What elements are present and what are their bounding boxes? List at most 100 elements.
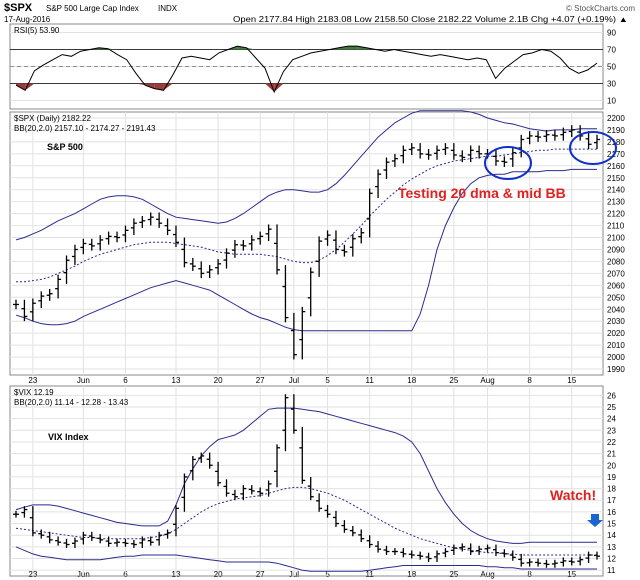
vix-price-bar [551, 559, 558, 568]
vix-legend-price: $VIX 12.19 [14, 388, 54, 397]
spx-price-bar [349, 233, 356, 257]
vix-price-bar [215, 461, 222, 487]
spx-price-bar [459, 150, 466, 163]
spx-price-bar [341, 244, 348, 257]
spx-bb-middle [16, 148, 597, 283]
vix-price-bar [105, 536, 112, 547]
vix-bb-upper [15, 407, 597, 544]
vix-price-bar [223, 479, 230, 497]
spx-price-bar [181, 237, 188, 268]
vix-tick-label: 19 [607, 473, 616, 482]
vix-price-bar [560, 557, 567, 567]
rsi-fills [16, 46, 376, 92]
vix-panel-label: VIX Index [48, 432, 89, 442]
vix-tick-label: 24 [607, 415, 616, 424]
vix-price-bar [358, 529, 365, 543]
spx-price-bar [560, 127, 567, 141]
x-tick-label: Jul [289, 376, 299, 385]
x-tick-label: 11 [365, 376, 374, 385]
spx-tick-label: 2160 [607, 162, 625, 171]
spx-price-bar [408, 143, 415, 155]
vix-price-bar [450, 544, 457, 555]
spx-price-bar [324, 230, 331, 246]
vix-tick-label: 17 [607, 496, 616, 505]
spx-legend-bb: BB(20,2.0) 2157.10 - 2174.27 - 2191.43 [14, 124, 156, 133]
vix-price-bar [509, 550, 516, 561]
spx-tick-label: 2080 [607, 257, 625, 266]
vix-price-bar [467, 543, 474, 555]
spx-price-bar [80, 238, 87, 255]
rsi-tick-label: 70 [607, 46, 616, 55]
spx-bollinger-bands [15, 110, 597, 332]
vix-price-bar [164, 529, 171, 539]
spx-price-bar [156, 212, 163, 228]
spx-price-bar [568, 125, 575, 138]
spx-price-bar [526, 131, 533, 145]
spx-tick-label: 2170 [607, 150, 625, 159]
vix-price-bar [63, 538, 70, 548]
chart-symbol: $SPX [4, 2, 33, 14]
vix-price-bar [13, 510, 19, 518]
vix-price-bars [13, 394, 600, 568]
vix-bollinger-bands [15, 407, 597, 572]
vix-price-bar [55, 536, 62, 546]
spx-tick-label: 2000 [607, 353, 625, 362]
spx-grid [10, 112, 603, 375]
vix-price-bar [518, 553, 525, 567]
x-tick-label: 18 [407, 376, 416, 385]
spx-price-bar [299, 306, 306, 360]
spx-price-bar [391, 153, 398, 167]
x-tick-label: 8 [527, 376, 532, 385]
spx-tick-label: 1990 [607, 365, 625, 374]
vix-price-bar [484, 544, 491, 553]
rsi-oversold-fill [135, 83, 146, 86]
vix-price-bar [172, 504, 179, 537]
spx-price-bar [29, 298, 36, 322]
vix-price-bar [240, 485, 247, 501]
vix-price-bar [349, 525, 356, 537]
rsi-tick-label: 90 [607, 29, 616, 38]
rsi-tick-label: 10 [607, 97, 616, 106]
spx-price-bar [467, 145, 474, 163]
vix-price-bar [568, 557, 575, 566]
spx-price-bar [147, 212, 154, 226]
vix-price-bar [88, 531, 95, 541]
vix-tick-label: 11 [607, 566, 616, 575]
rsi-legend: RSI(5) 53.90 [14, 26, 60, 35]
vix-price-bar [71, 537, 78, 548]
vix-price-bar [417, 551, 424, 560]
spx-price-bar [307, 267, 314, 317]
spx-price-bar [55, 274, 62, 299]
spx-price-bar [21, 299, 28, 322]
vix-price-bar [476, 545, 483, 555]
spx-price-bar [358, 228, 365, 244]
spx-price-bar [274, 224, 281, 275]
watch-arrow-icon [587, 514, 603, 527]
spx-tick-label: 2130 [607, 198, 625, 207]
spx-price-bar [139, 216, 146, 228]
rsi-series-line [15, 45, 598, 94]
spx-tick-label: 2070 [607, 269, 625, 278]
spx-price-bar [114, 231, 121, 243]
vix-price-bar [459, 543, 466, 552]
rsi-axis: 10 30 50 70 90 [607, 29, 616, 106]
vix-tick-label: 20 [607, 461, 616, 470]
rsi-overbought-fill [348, 46, 358, 50]
vix-tick-label: 26 [607, 391, 616, 400]
spx-price-bar [122, 225, 129, 243]
spx-price-bar [492, 149, 499, 166]
spx-price-bar [417, 143, 424, 159]
spx-price-bars [13, 125, 600, 360]
chart-exchange: INDX [158, 4, 178, 13]
vix-price-bar [198, 452, 205, 463]
vix-price-bar [434, 550, 441, 562]
spx-price-bar [231, 239, 238, 258]
vix-price-bar [189, 456, 196, 481]
vix-price-bar [400, 548, 407, 558]
vix-price-bar [535, 558, 542, 567]
spx-price-bar [215, 259, 222, 275]
spx-price-bar [46, 288, 53, 301]
rsi-overbought-fill [246, 47, 256, 50]
vix-price-bar [139, 536, 146, 548]
x-tick-label: 13 [172, 376, 181, 385]
